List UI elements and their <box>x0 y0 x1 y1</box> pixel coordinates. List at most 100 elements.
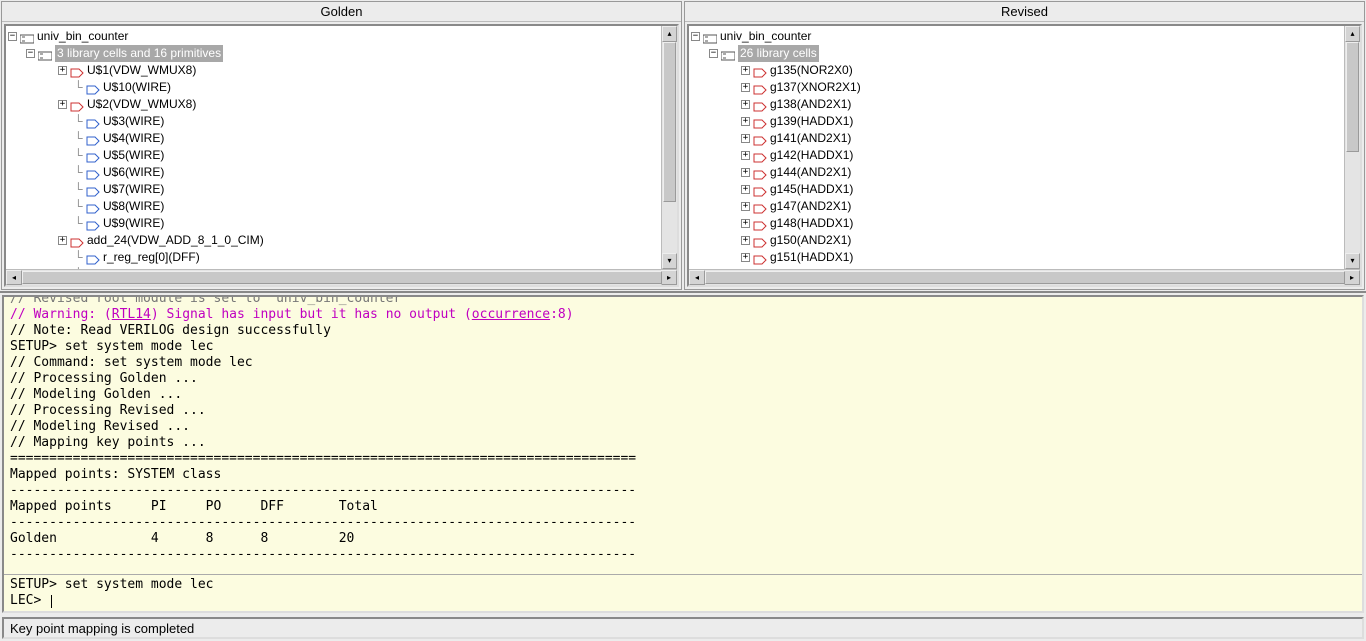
scroll-thumb[interactable] <box>1346 42 1359 152</box>
tree-item[interactable]: +g145(HADDX1) <box>691 181 1342 198</box>
scroll-thumb[interactable] <box>663 42 676 202</box>
expand-icon[interactable]: + <box>741 236 750 245</box>
scroll-right-button[interactable]: ▸ <box>1344 270 1360 285</box>
cell-icon <box>753 151 767 161</box>
console-line: ----------------------------------------… <box>10 515 1356 531</box>
revised-tree[interactable]: −univ_bin_counter−26 library cells+g135(… <box>689 26 1344 269</box>
cell-label: g142(HADDX1) <box>770 147 853 164</box>
tree-item[interactable]: └r_reg_reg[0](DFF) <box>8 249 659 266</box>
expand-icon[interactable]: + <box>58 236 67 245</box>
tree-item[interactable]: + g151(HADDX1) <box>691 249 1342 266</box>
tree-summary[interactable]: −26 library cells <box>691 45 1342 62</box>
cell-icon <box>753 66 767 76</box>
cell-label: g151(HADDX1) <box>770 249 853 266</box>
tree-item[interactable]: +g148(HADDX1) <box>691 215 1342 232</box>
tree-item[interactable]: +g135(NOR2X0) <box>691 62 1342 79</box>
module-icon <box>38 49 52 59</box>
tree-item[interactable]: +add_24(VDW_ADD_8_1_0_CIM) <box>8 232 659 249</box>
status-bar: Key point mapping is completed <box>2 617 1364 639</box>
scroll-up-button[interactable]: ▴ <box>1345 26 1360 42</box>
module-icon <box>703 32 717 42</box>
revised-pane: Revised −univ_bin_counter−26 library cel… <box>684 1 1365 290</box>
tree-item[interactable]: └U$9(WIRE) <box>8 215 659 232</box>
revised-vscroll[interactable]: ▴ ▾ <box>1344 26 1360 269</box>
scroll-left-button[interactable]: ◂ <box>6 270 22 285</box>
tree-item[interactable]: └U$6(WIRE) <box>8 164 659 181</box>
cell-label: g150(AND2X1) <box>770 232 851 249</box>
console-input-area: SETUP> set system mode lec LEC> <box>4 574 1362 611</box>
expand-icon[interactable]: + <box>741 66 750 75</box>
live-prompt: LEC> <box>10 593 49 609</box>
console-line: SETUP> set system mode lec <box>10 339 1356 355</box>
console-line: // Processing Golden ... <box>10 371 1356 387</box>
history-command: set system mode lec <box>65 577 214 593</box>
tree-item[interactable]: └U$7(WIRE) <box>8 181 659 198</box>
console-line: // Revised root module is set to univ_bi… <box>10 297 1356 307</box>
scroll-thumb[interactable] <box>22 271 662 284</box>
tree-root[interactable]: − univ_bin_counter <box>691 28 1342 45</box>
tree-item[interactable]: +g139(HADDX1) <box>691 113 1342 130</box>
expand-icon[interactable]: + <box>741 168 750 177</box>
collapse-icon[interactable]: − <box>26 49 35 58</box>
revised-hscroll[interactable]: ◂ ▸ <box>689 269 1360 285</box>
tree-item[interactable]: +U$1(VDW_WMUX8) <box>8 62 659 79</box>
expand-icon[interactable]: + <box>741 253 750 262</box>
expand-icon[interactable]: + <box>58 100 67 109</box>
expand-icon[interactable]: + <box>741 219 750 228</box>
tree-item[interactable]: +g137(XNOR2X1) <box>691 79 1342 96</box>
cell-icon <box>753 185 767 195</box>
golden-hscroll[interactable]: ◂ ▸ <box>6 269 677 285</box>
scroll-down-button[interactable]: ▾ <box>1345 253 1360 269</box>
expand-icon[interactable]: + <box>741 151 750 160</box>
cell-label: U$9(WIRE) <box>103 215 164 232</box>
expand-icon[interactable]: + <box>58 66 67 75</box>
tree-item[interactable]: └U$8(WIRE) <box>8 198 659 215</box>
tree-connector: └ <box>74 249 86 266</box>
root-label: univ_bin_counter <box>720 28 811 45</box>
cell-icon <box>70 236 84 246</box>
live-input-line[interactable]: LEC> <box>10 593 1356 609</box>
collapse-icon[interactable]: − <box>8 32 17 41</box>
scroll-left-button[interactable]: ◂ <box>689 270 705 285</box>
tree-root[interactable]: − univ_bin_counter <box>8 28 659 45</box>
scroll-up-button[interactable]: ▴ <box>662 26 677 42</box>
expand-icon[interactable]: + <box>741 134 750 143</box>
tree-item[interactable]: └U$10(WIRE) <box>8 79 659 96</box>
tree-item[interactable]: +g147(AND2X1) <box>691 198 1342 215</box>
console-output[interactable]: // Revised root module is set to univ_bi… <box>4 297 1362 574</box>
scroll-down-button[interactable]: ▾ <box>662 253 677 269</box>
tree-summary[interactable]: −3 library cells and 16 primitives <box>8 45 659 62</box>
expand-icon[interactable]: + <box>741 100 750 109</box>
collapse-icon[interactable]: − <box>709 49 718 58</box>
expand-icon[interactable]: + <box>741 185 750 194</box>
cell-icon <box>86 185 100 195</box>
tree-item[interactable]: +g138(AND2X1) <box>691 96 1342 113</box>
tree-item[interactable]: └U$4(WIRE) <box>8 130 659 147</box>
scroll-right-button[interactable]: ▸ <box>661 270 677 285</box>
collapse-icon[interactable]: − <box>691 32 700 41</box>
tree-item[interactable]: └U$5(WIRE) <box>8 147 659 164</box>
tree-item[interactable]: + g142(HADDX1) <box>691 147 1342 164</box>
tree-item[interactable]: └U$3(WIRE) <box>8 113 659 130</box>
golden-vscroll[interactable]: ▴ ▾ <box>661 26 677 269</box>
tree-item[interactable]: + g144(AND2X1) <box>691 164 1342 181</box>
console-line: // Processing Revised ... <box>10 403 1356 419</box>
warning-code-link[interactable]: RTL14 <box>112 307 151 322</box>
cell-icon <box>86 134 100 144</box>
tree-item[interactable]: +g141(AND2X1) <box>691 130 1342 147</box>
expand-icon[interactable]: + <box>741 83 750 92</box>
root-label: univ_bin_counter <box>37 28 128 45</box>
expand-icon[interactable]: + <box>741 117 750 126</box>
console-line: ----------------------------------------… <box>10 547 1356 563</box>
occurrence-link[interactable]: occurrence <box>472 307 550 322</box>
tree-item[interactable]: + g150(AND2X1) <box>691 232 1342 249</box>
expand-icon[interactable]: + <box>741 202 750 211</box>
tree-item[interactable]: +U$2(VDW_WMUX8) <box>8 96 659 113</box>
console-line: Mapped points: SYSTEM class <box>10 467 1356 483</box>
history-prompt: SETUP> <box>10 577 65 593</box>
cell-label: g144(AND2X1) <box>770 164 851 181</box>
golden-tree[interactable]: −univ_bin_counter−3 library cells and 16… <box>6 26 661 269</box>
console-line: Mapped points PI PO DFF Total <box>10 499 1356 515</box>
cell-icon <box>753 134 767 144</box>
scroll-thumb[interactable] <box>705 271 1345 284</box>
